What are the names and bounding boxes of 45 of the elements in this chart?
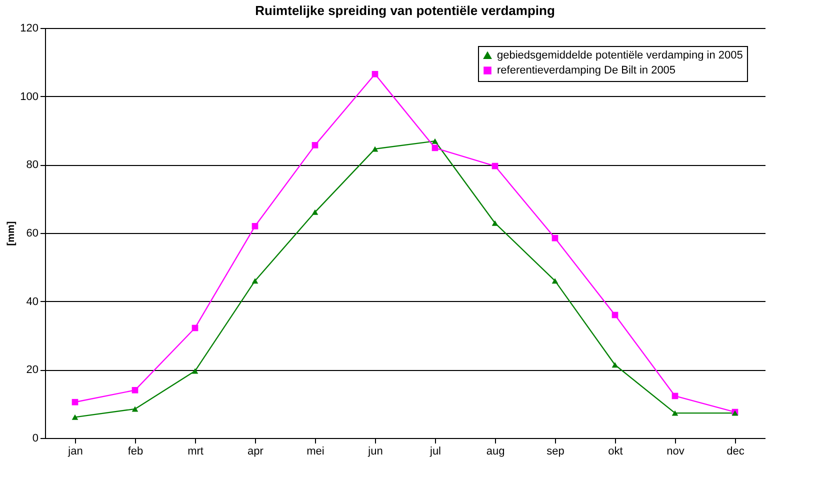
point bbox=[132, 406, 138, 412]
x-tick-label: okt bbox=[608, 446, 623, 458]
x-tick-label: aug bbox=[486, 446, 505, 458]
x-tick-label: feb bbox=[128, 446, 144, 458]
x-tick-label: jan bbox=[67, 446, 83, 458]
x-tick-label: jul bbox=[428, 446, 442, 458]
y-tick-label: 80 bbox=[26, 159, 38, 172]
y-tick-label: 120 bbox=[20, 22, 38, 34]
point bbox=[552, 278, 558, 284]
y-axis-title: [mm] bbox=[6, 221, 18, 246]
y-tick-label: 100 bbox=[20, 90, 38, 103]
point bbox=[252, 223, 258, 230]
point bbox=[252, 278, 258, 284]
point bbox=[132, 387, 138, 394]
point bbox=[372, 70, 378, 78]
point bbox=[312, 209, 318, 215]
x-tick-label: jun bbox=[367, 446, 383, 458]
y-tick-label: 40 bbox=[26, 296, 38, 308]
point bbox=[612, 312, 618, 318]
point bbox=[492, 162, 498, 170]
x-tick-label: mrt bbox=[188, 446, 204, 458]
legend-label: gebiedsgemiddelde potentiële verdamping in 2005 bbox=[497, 50, 743, 62]
point bbox=[72, 398, 78, 406]
x-tick-label: sep bbox=[546, 446, 564, 458]
point bbox=[432, 138, 438, 144]
point bbox=[612, 362, 618, 368]
y-tick-label: 0 bbox=[32, 432, 38, 444]
legend-label: referentieverdamping De Bilt in 2005 bbox=[497, 64, 676, 76]
point bbox=[72, 414, 78, 420]
point bbox=[492, 220, 498, 226]
point bbox=[192, 324, 198, 332]
point bbox=[192, 368, 198, 374]
point bbox=[372, 146, 378, 152]
y-tick-label: 60 bbox=[26, 228, 38, 240]
y-tick-label: 20 bbox=[26, 364, 38, 376]
x-tick-label: apr bbox=[248, 446, 264, 458]
x-tick-label: mei bbox=[306, 446, 324, 458]
point bbox=[312, 142, 318, 148]
point bbox=[432, 144, 438, 152]
x-tick-label: nov bbox=[666, 446, 685, 458]
chart-title: Ruimtelijke spreiding van potentiële verdamping bbox=[255, 3, 555, 18]
x-tick-label: dec bbox=[726, 446, 745, 458]
point bbox=[552, 234, 558, 242]
point bbox=[672, 392, 678, 400]
point bbox=[672, 410, 678, 416]
